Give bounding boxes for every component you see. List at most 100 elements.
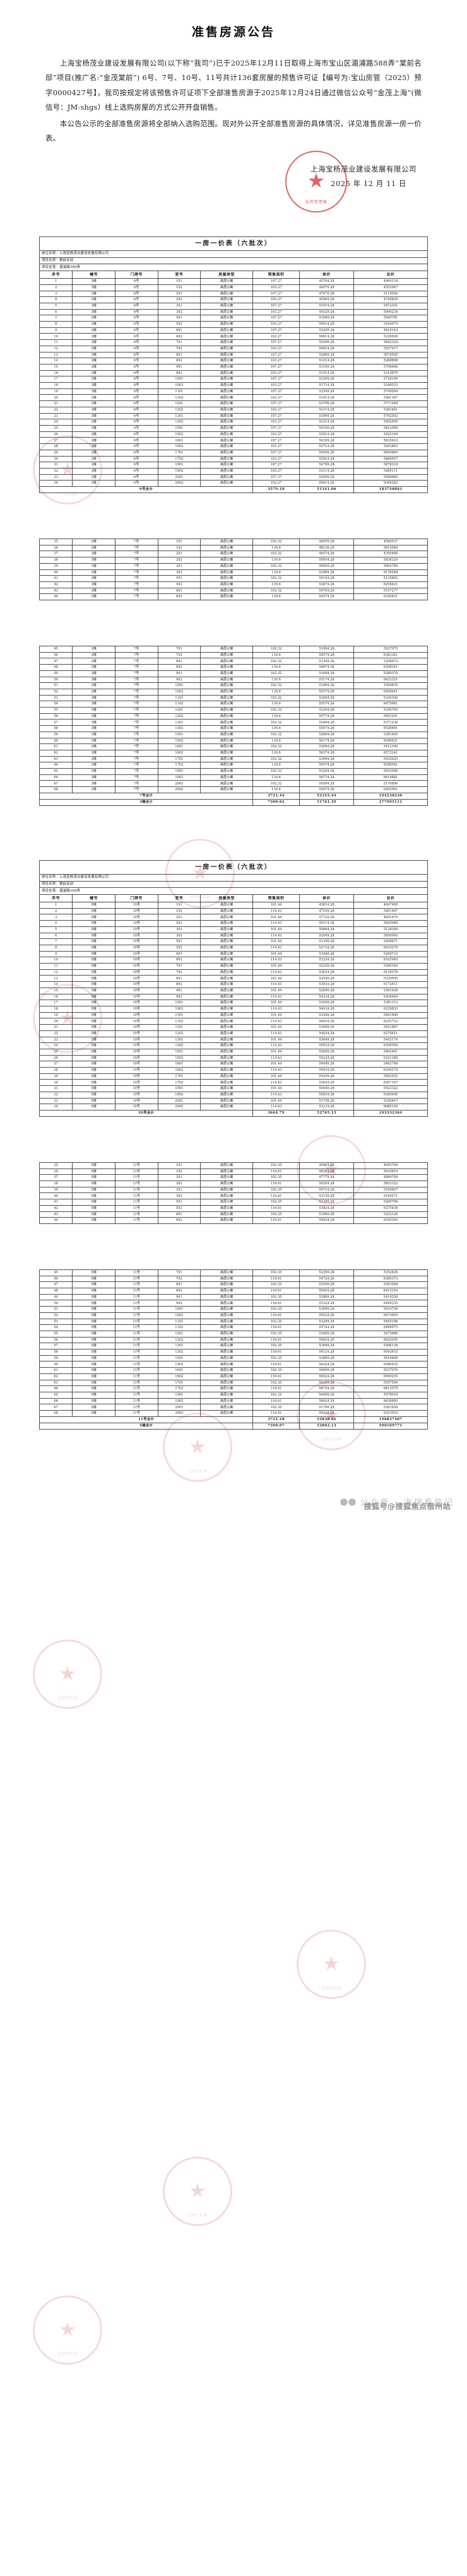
cell-序号: 15 — [38, 987, 73, 994]
cell-幢号: 3幢 — [72, 658, 115, 665]
cell-预售面积: 101.44 — [252, 902, 300, 909]
table-row: 57 5幢 11号 1301 高层公寓 102.35 53699.28 5496136 — [38, 1343, 428, 1350]
cell-幢号: 3幢 — [72, 713, 115, 720]
table-row: 44 5幢 11号 602 高层公寓 116.61 54424.28 6345392 — [38, 1217, 428, 1224]
table-meta-company: 单位名称：上海宝杨茂业建设发展有限公司 — [39, 873, 428, 882]
cell-房屋类型: 高层公寓 — [200, 1343, 254, 1350]
cell-单价: 53634.28 — [299, 969, 355, 976]
cell-预售面积: 107.27 — [252, 315, 300, 322]
cell-房屋类型: 高层公寓 — [200, 975, 254, 982]
table-row: 28 3幢 6号 1602 高层公寓 103.27 52714.28 5443803 — [38, 443, 428, 450]
cell-序号: 58 — [38, 725, 73, 732]
cell-门牌号: 7号 — [114, 551, 158, 558]
cell-门牌号: 7号 — [114, 719, 158, 726]
cell-幢号: 3幢 — [72, 467, 115, 475]
cell-总价: 6275611 — [353, 1030, 428, 1037]
cell-总价: 5674505 — [353, 351, 428, 359]
cell-序号: 24 — [38, 419, 73, 426]
cell-预售面积: 103.27 — [252, 443, 300, 450]
cell-总价: 5813956 — [353, 425, 428, 432]
cell-室号: 1302 — [157, 1349, 201, 1356]
cell-房屋类型: 高层公寓 — [200, 569, 254, 576]
column-header: 总价 — [353, 894, 428, 903]
cell-幢号: 3幢 — [72, 443, 115, 450]
cell-室号: 602 — [157, 957, 201, 964]
cell-幢号: 3幢 — [72, 575, 115, 582]
cell-单价: 55974.28 — [299, 725, 355, 732]
price-table-block: 35 5幢 11号 101 高层公寓 102.35 45864.28 4693709 36 5幢 1… — [0, 1162, 467, 1224]
cell-幢号: 5幢 — [72, 1288, 115, 1295]
cell-房屋类型: 高层公寓 — [200, 315, 254, 322]
cell-序号: 63 — [38, 755, 73, 763]
cell-门牌号: 10号 — [114, 1061, 158, 1068]
cell-室号: 1302 — [157, 725, 201, 732]
cell-房屋类型: 高层公寓 — [200, 957, 254, 964]
cell-门牌号: 7号 — [114, 713, 158, 720]
cell-室号: 502 — [157, 1204, 201, 1212]
cell-幢号: 5幢 — [72, 1091, 115, 1099]
cell-单价: 52514.28 — [299, 431, 355, 438]
cell-房屋类型: 高层公寓 — [200, 419, 254, 426]
table-row: 49 5幢 11号 901 高层公寓 102.35 52899.28 5414256 — [38, 1293, 428, 1301]
cell-总价: 6450335 — [353, 1300, 428, 1307]
cell-门牌号: 7号 — [114, 768, 158, 775]
cell-预售面积: 116.61 — [252, 1300, 300, 1307]
cell-室号: 1601 — [157, 1367, 201, 1374]
cell-单价: 44659.28 — [299, 538, 355, 545]
cell-序号: 10 — [38, 957, 73, 964]
cell-房屋类型: 高层公寓 — [200, 768, 254, 775]
cell-预售面积: 107.27 — [252, 278, 300, 285]
cell-预售面积: 102.35 — [252, 1281, 300, 1289]
cell-幢号: 5幢 — [72, 1211, 115, 1218]
cell-室号: 602 — [157, 333, 201, 341]
table-meta-address: 项目坐落：湄浦路588弄 — [39, 264, 428, 271]
cell-房屋类型: 高层公寓 — [200, 1024, 254, 1031]
cell-房屋类型: 高层公寓 — [200, 1006, 254, 1013]
cell-单价: 53134.28 — [299, 1104, 355, 1110]
cell-序号: 19 — [38, 388, 73, 395]
subtotal-unit-price: 52193.44 — [299, 792, 355, 800]
cell-门牌号: 11号 — [114, 1312, 158, 1319]
cell-房屋类型: 高层公寓 — [200, 339, 254, 346]
cell-序号: 16 — [38, 993, 73, 1001]
cell-总价: 6321389 — [353, 1054, 428, 1062]
cell-序号: 15 — [38, 363, 73, 371]
table-row: 47 3幢 7号 801 高层公寓 102.32 51394.28 5258672 — [38, 658, 428, 665]
cell-预售面积: 116.6 — [252, 593, 300, 601]
table-row: 55 3幢 7号 1201 高层公寓 102.32 52294.28 5350765 — [38, 707, 428, 714]
cell-幢号: 3幢 — [72, 780, 115, 788]
cell-门牌号: 7号 — [114, 593, 158, 601]
cell-门牌号: 10号 — [114, 1067, 158, 1074]
table-row: 27 5幢 10号 1601 高层公寓 101.44 54049.28 5482748 — [38, 1061, 428, 1068]
cell-幢号: 3幢 — [72, 388, 115, 395]
cell-房屋类型: 高层公寓 — [200, 296, 254, 303]
cell-预售面积: 116.61 — [252, 1192, 300, 1200]
table-row: 43 3幢 7号 601 高层公寓 102.32 50794.28 5197277 — [38, 587, 428, 595]
table-row: 32 3幢 6号 1902 高层公寓 103.27 53114.28 5485111 — [38, 467, 428, 475]
cell-预售面积: 101.44 — [252, 1000, 300, 1006]
cell-门牌号: 7号 — [114, 646, 158, 653]
cell-预售面积: 116.61 — [252, 1312, 300, 1319]
cell-房屋类型: 高层公寓 — [200, 467, 254, 475]
cell-单价: 51749.28 — [299, 1097, 355, 1105]
cell-门牌号: 10号 — [114, 963, 158, 970]
cell-门牌号: 11号 — [114, 1217, 158, 1224]
cell-门牌号: 10号 — [114, 902, 158, 909]
cell-幢号: 5幢 — [72, 1073, 115, 1080]
cell-门牌号: 7号 — [114, 749, 158, 757]
cell-幢号: 3幢 — [72, 321, 115, 328]
cell-序号: 55 — [38, 707, 73, 714]
cell-房屋类型: 高层公寓 — [200, 1097, 254, 1105]
cell-序号: 36 — [38, 544, 73, 552]
table-row: 40 5幢 11号 302 高层公寓 116.61 53139.28 6195571 — [38, 1192, 428, 1200]
cell-幢号: 5幢 — [72, 1306, 115, 1313]
cell-预售面积: 102.35 — [252, 1404, 300, 1411]
cell-总价: 6543615 — [353, 1349, 428, 1356]
cell-单价: 51894.28 — [299, 682, 355, 689]
cell-幢号: 3幢 — [72, 762, 115, 769]
table-row: 39 3幢 7号 301 高层公寓 102.32 49509.28 5065789 — [38, 562, 428, 570]
cell-门牌号: 6号 — [114, 431, 158, 438]
cell-门牌号: 6号 — [114, 278, 158, 285]
cell-幢号: 5幢 — [72, 950, 115, 958]
cell-预售面积: 116.6 — [252, 762, 300, 769]
